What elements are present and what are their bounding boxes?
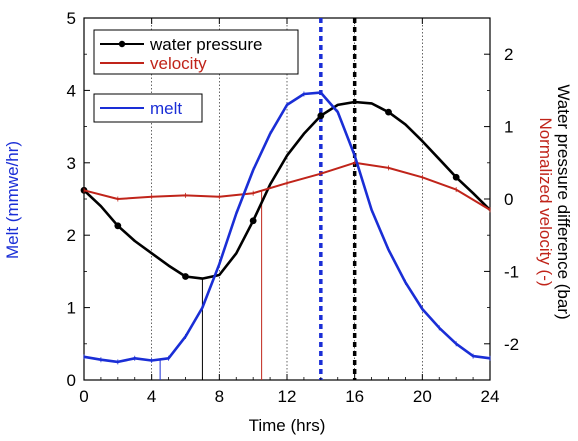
- y-right-tick-label--2: -2: [504, 335, 519, 354]
- legend-label-velocity: velocity: [150, 54, 207, 73]
- x-tick-label-12: 12: [278, 387, 297, 406]
- point-water-pressure-14: [317, 112, 325, 120]
- series-line-water-pressure: [83, 100, 491, 280]
- y-left-tick-label-3: 3: [67, 154, 76, 173]
- y-left-tick-label-1: 1: [67, 299, 76, 318]
- point-water-pressure-18: [385, 108, 392, 116]
- legend-label-water-pressure: water pressure: [149, 35, 262, 54]
- x-tick-label-16: 16: [345, 387, 364, 406]
- y-right-tick-label-1: 1: [504, 118, 513, 137]
- x-tick-label-20: 20: [413, 387, 432, 406]
- y-left-tick-label-5: 5: [67, 9, 76, 28]
- x-tick-label-24: 24: [481, 387, 500, 406]
- y-right-tick-label--1: -1: [504, 262, 519, 281]
- reference-lines: [319, 18, 357, 380]
- legend-label-melt: melt: [150, 99, 182, 118]
- x-tick-label-0: 0: [79, 387, 88, 406]
- legend-marker-water-pressure: [118, 40, 126, 48]
- x-tick-label-4: 4: [147, 387, 156, 406]
- y-axis-title-right-2: Normalized velocity (-): [536, 117, 555, 286]
- point-water-pressure-22: [452, 173, 460, 181]
- y-right-tick-label-2: 2: [504, 45, 513, 64]
- y-axis-title-right-1: Water pressure difference (bar): [554, 84, 573, 319]
- drop-lines: [159, 190, 263, 380]
- y-axis-title-left: Melt (mmwe/hr): [3, 141, 22, 259]
- point-water-pressure-2: [114, 222, 122, 230]
- point-water-pressure-10: [249, 217, 257, 225]
- point-water-pressure-6: [182, 273, 189, 280]
- x-axis-title: Time (hrs): [249, 416, 326, 435]
- y-left-tick-label-0: 0: [67, 371, 76, 390]
- x-tick-label-8: 8: [215, 387, 224, 406]
- y-left-tick-label-4: 4: [67, 81, 76, 100]
- series-line-melt: [83, 91, 491, 364]
- y-left-tick-label-2: 2: [67, 226, 76, 245]
- y-right-tick-label-0: 0: [504, 190, 513, 209]
- legend-box-1: [93, 29, 299, 75]
- series-group: [80, 90, 491, 365]
